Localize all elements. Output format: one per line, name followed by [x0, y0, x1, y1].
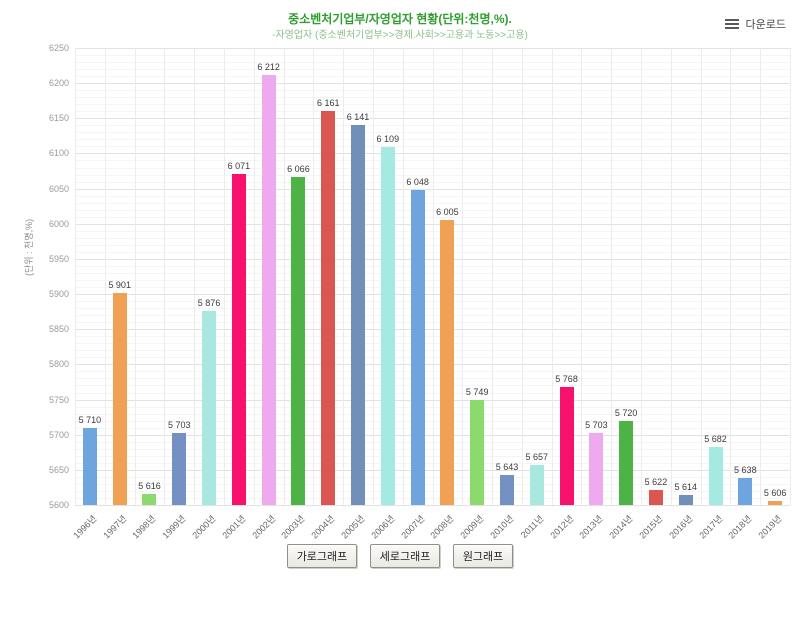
bar[interactable] [112, 293, 127, 505]
vertical-gridline [462, 48, 464, 505]
vertical-gridline [164, 48, 166, 505]
bar[interactable] [619, 420, 634, 505]
bar-value-label: 5 876 [197, 297, 221, 308]
bar[interactable] [142, 493, 157, 505]
vertical-gridline [432, 48, 434, 505]
bar[interactable] [768, 500, 783, 505]
vertical-gridline [492, 48, 494, 505]
major-gridline [75, 505, 790, 506]
bar-value-label: 5 606 [763, 487, 787, 498]
bar-value-label: 5 643 [495, 461, 519, 472]
download-button[interactable]: 다운로드 [724, 16, 786, 32]
bar[interactable] [410, 190, 425, 505]
bar[interactable] [321, 110, 336, 505]
bar-value-label: 5 710 [78, 414, 102, 425]
vertical-gridline [372, 48, 374, 505]
bar[interactable] [351, 124, 366, 505]
bar[interactable] [559, 386, 574, 505]
bar-value-label: 5 614 [674, 482, 697, 493]
vertical-gridline [104, 48, 106, 505]
vertical-gridline [581, 48, 583, 505]
bar-value-label: 5 720 [614, 407, 638, 418]
bar-value-label: 6 141 [346, 111, 370, 122]
bar[interactable] [499, 474, 514, 505]
y-axis-tick-label: 5850 [48, 324, 69, 335]
bar-value-label: 5 682 [704, 434, 727, 445]
vertical-gridline [730, 48, 732, 505]
chart-type-switcher: 가로그래프 세로그래프 원그래프 [0, 544, 800, 568]
bar-value-label: 6 071 [227, 160, 251, 171]
y-axis-tick-label: 5950 [48, 253, 69, 264]
y-axis-tick-label: 6000 [48, 218, 69, 229]
vertical-gridline [343, 48, 345, 505]
hamburger-menu-icon[interactable] [724, 19, 739, 29]
vertical-gridline [670, 48, 672, 505]
vertical-gridline [521, 48, 523, 505]
bar[interactable] [380, 147, 395, 505]
bar-value-label: 5 638 [734, 465, 757, 476]
bar-value-label: 6 109 [376, 134, 400, 145]
vertical-gridline [253, 48, 255, 505]
y-axis-tick-label: 5700 [48, 429, 69, 440]
vertical-gridline [700, 48, 702, 505]
vertical-gridline [611, 48, 613, 505]
bar[interactable] [440, 220, 455, 505]
vertical-graph-button[interactable]: 세로그래프 [369, 544, 441, 568]
y-axis-tick-label: 6100 [48, 148, 69, 159]
vertical-gridline [194, 48, 196, 505]
vertical-gridline [313, 48, 315, 505]
bar[interactable] [202, 310, 217, 505]
bar[interactable] [648, 489, 663, 505]
bar-value-label: 5 616 [138, 480, 161, 491]
bar[interactable] [678, 495, 693, 505]
y-axis-tick-label: 6050 [48, 183, 69, 194]
bar[interactable] [291, 177, 306, 505]
bar-value-label: 6 048 [406, 177, 429, 188]
bar[interactable] [708, 447, 723, 505]
bar-value-label: 5 703 [585, 419, 608, 430]
bar-value-label: 6 161 [316, 97, 340, 108]
bar[interactable] [261, 74, 276, 505]
vertical-gridline [790, 48, 791, 505]
vertical-gridline [760, 48, 762, 505]
bar[interactable] [738, 478, 753, 505]
bar-value-label: 5 657 [525, 451, 549, 462]
vertical-gridline [551, 48, 553, 505]
vertical-gridline [283, 48, 285, 505]
bar-value-label: 6 066 [287, 164, 310, 175]
bar[interactable] [82, 427, 97, 505]
y-axis-tick-label: 5600 [48, 500, 69, 510]
bar-chart-plot-area: 5600 5650 5700 5750 5800 5850 5900 5950 6000 6050… [49, 43, 791, 541]
vertical-gridline [223, 48, 225, 505]
horizontal-graph-button[interactable]: 가로그래프 [286, 544, 358, 568]
bar[interactable] [231, 173, 246, 505]
bar-value-label: 5 768 [555, 373, 578, 384]
bar[interactable] [172, 432, 187, 505]
y-axis-tick-label: 6200 [48, 78, 69, 89]
page-subtitle: -자영업자 (중소벤처기업부>>경제.사회>>고용과 노동>>고용) [272, 30, 528, 41]
pie-graph-button[interactable]: 원그래프 [452, 544, 514, 568]
y-axis-tick-label: 6150 [48, 113, 69, 124]
y-axis-tick-label: 5750 [48, 394, 69, 405]
page-title: 중소벤처기업부/자영업자 현황(단위:천명,%). [288, 12, 512, 26]
bar-value-label: 6 212 [257, 61, 280, 72]
y-axis-tick-label: 5650 [48, 464, 69, 475]
bar-value-label: 5 622 [644, 476, 668, 487]
y-axis-tick-label: 5900 [48, 289, 69, 300]
bar[interactable] [470, 400, 485, 505]
vertical-gridline [641, 48, 643, 505]
download-label: 다운로드 [745, 19, 786, 31]
bar-value-label: 6 005 [436, 207, 459, 218]
bar-value-label: 5 703 [168, 419, 191, 430]
bar[interactable] [589, 432, 604, 505]
bar-value-label: 5 749 [465, 387, 489, 398]
vertical-gridline [134, 48, 136, 505]
vertical-gridline [402, 48, 404, 505]
bar[interactable] [529, 464, 544, 505]
y-axis-tick-label: 6250 [48, 43, 69, 53]
y-axis-tick-label: 5800 [48, 359, 69, 370]
vertical-gridline [75, 48, 76, 505]
bar-value-label: 5 901 [108, 280, 131, 291]
